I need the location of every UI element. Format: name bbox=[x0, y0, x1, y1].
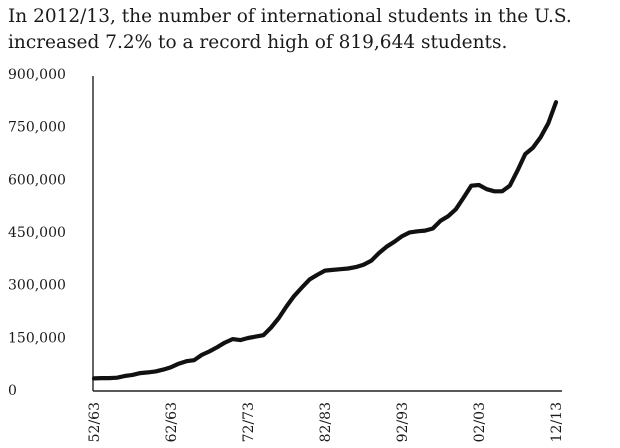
series-line bbox=[91, 100, 559, 381]
x-tick-label: 52/63 bbox=[87, 402, 103, 442]
y-axis-ticks: 900,000 750,000 600,000 450,000 300,000 150,0… bbox=[8, 67, 66, 399]
x-tick-label: 62/63 bbox=[164, 402, 180, 442]
x-tick-label: 82/83 bbox=[318, 402, 334, 442]
y-tick-label: 150,000 bbox=[8, 330, 66, 346]
chart-title: In 2012/13, the number of international … bbox=[8, 6, 572, 53]
x-tick-label: 72/73 bbox=[241, 402, 257, 442]
x-tick-label: 12/13 bbox=[549, 402, 565, 442]
x-tick-label: 02/03 bbox=[472, 402, 488, 442]
x-tick-label: 92/93 bbox=[395, 402, 411, 442]
y-tick-label: 450,000 bbox=[8, 225, 66, 241]
y-tick-label: 900,000 bbox=[8, 67, 66, 83]
x-axis-ticks: 52/63 62/63 72/73 82/83 92/93 02/03 12/13 bbox=[87, 402, 565, 442]
axes bbox=[92, 76, 562, 392]
series-group bbox=[91, 100, 559, 381]
y-tick-label: 600,000 bbox=[8, 172, 66, 188]
y-tick-label: 750,000 bbox=[8, 120, 66, 136]
y-tick-label: 0 bbox=[8, 383, 17, 399]
y-tick-label: 300,000 bbox=[8, 278, 66, 294]
